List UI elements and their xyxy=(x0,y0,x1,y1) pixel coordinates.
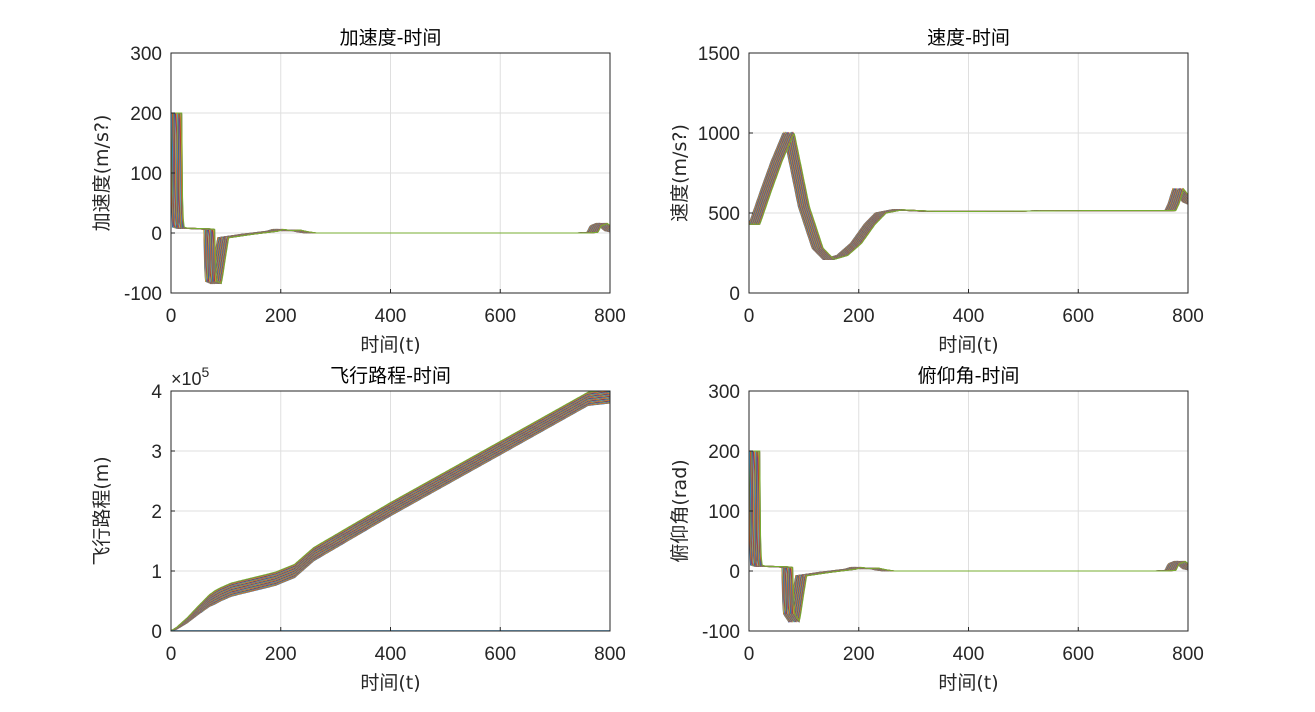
velocity-x-tick-label: 600 xyxy=(1062,306,1094,327)
pitch-angle-series-group xyxy=(749,450,1188,623)
distance-title: 飞行路程-时间 xyxy=(330,365,451,387)
velocity-y-tick-label: 1000 xyxy=(698,124,740,145)
velocity-y-tick-label: 1500 xyxy=(698,44,740,65)
distance-y-tick-label: 2 xyxy=(151,502,162,523)
velocity-x-tick-label: 0 xyxy=(744,306,755,327)
acceleration-x-tick-label: 0 xyxy=(166,306,177,327)
acceleration-y-axis-label: 加速度(m/s?) xyxy=(91,115,113,232)
pitch-angle-x-tick-label: 800 xyxy=(1172,644,1204,665)
pitch-angle-y-tick-label: 100 xyxy=(708,502,740,523)
acceleration-y-tick-label: 300 xyxy=(130,44,162,65)
acceleration-x-tick-label: 800 xyxy=(594,306,626,327)
distance-y-tick-label: 4 xyxy=(151,382,162,403)
distance-x-tick-label: 800 xyxy=(594,644,626,665)
distance-exponent-label: ×105 xyxy=(171,364,210,389)
velocity-series-line xyxy=(749,133,1188,260)
pitch-angle-x-tick-label: 600 xyxy=(1062,644,1094,665)
distance-exponent-power: 5 xyxy=(202,364,210,380)
velocity-series-group xyxy=(749,131,1188,261)
velocity-title: 速度-时间 xyxy=(927,27,1010,49)
acceleration-x-tick-label: 400 xyxy=(375,306,407,327)
pitch-angle-panel: 0 200 400 600 800-1000100200300俯仰角-时间时间(t)俯仰… xyxy=(669,365,1204,694)
pitch-angle-x-tick-label: 200 xyxy=(843,644,875,665)
velocity-y-tick-label: 500 xyxy=(708,204,740,225)
pitch-angle-y-tick-label: -100 xyxy=(702,622,740,643)
pitch-angle-y-tick-label: 0 xyxy=(729,562,740,583)
acceleration-panel: 0 200 400 600 800-1000100200300加速度-时间时间(t)加速… xyxy=(91,27,626,356)
acceleration-x-axis-label: 时间(t) xyxy=(360,334,420,356)
velocity-x-tick-label: 200 xyxy=(843,306,875,327)
velocity-x-axis-label: 时间(t) xyxy=(938,334,998,356)
acceleration-y-tick-label: 200 xyxy=(130,104,162,125)
distance-x-axis-label: 时间(t) xyxy=(360,672,420,694)
pitch-angle-x-axis-label: 时间(t) xyxy=(938,672,998,694)
distance-x-tick-label: 200 xyxy=(265,644,297,665)
pitch-angle-y-tick-label: 300 xyxy=(708,382,740,403)
pitch-angle-series-line xyxy=(749,450,1188,623)
acceleration-y-tick-label: 0 xyxy=(151,224,162,245)
velocity-grid xyxy=(748,52,1189,294)
pitch-angle-y-tick-label: 200 xyxy=(708,442,740,463)
pitch-angle-x-tick-label: 400 xyxy=(953,644,985,665)
acceleration-x-tick-label: 200 xyxy=(265,306,297,327)
pitch-angle-grid xyxy=(748,390,1189,632)
acceleration-grid xyxy=(170,52,611,294)
acceleration-y-tick-label: -100 xyxy=(124,284,162,305)
velocity-x-tick-label: 800 xyxy=(1172,306,1204,327)
distance-y-tick-label: 1 xyxy=(151,562,162,583)
distance-series-line xyxy=(171,391,605,631)
distance-y-tick-label: 3 xyxy=(151,442,162,463)
acceleration-y-tick-label: 100 xyxy=(130,164,162,185)
pitch-angle-title: 俯仰角-时间 xyxy=(918,365,1020,387)
pitch-angle-y-axis-label: 俯仰角(rad) xyxy=(669,459,691,562)
velocity-y-axis-label: 速度(m/s?) xyxy=(669,124,691,222)
distance-x-tick-label: 400 xyxy=(375,644,407,665)
acceleration-x-tick-label: 600 xyxy=(484,306,516,327)
distance-x-tick-label: 0 xyxy=(166,644,177,665)
acceleration-series-group xyxy=(171,112,610,285)
distance-y-tick-label: 0 xyxy=(151,622,162,643)
distance-x-tick-label: 600 xyxy=(484,644,516,665)
distance-y-axis-label: 飞行路程(m) xyxy=(91,456,113,565)
pitch-angle-x-tick-label: 0 xyxy=(744,644,755,665)
velocity-y-tick-label: 0 xyxy=(729,284,740,305)
velocity-x-tick-label: 400 xyxy=(953,306,985,327)
distance-series-group xyxy=(171,391,610,631)
acceleration-series-line xyxy=(171,112,610,285)
acceleration-title: 加速度-时间 xyxy=(340,27,442,49)
